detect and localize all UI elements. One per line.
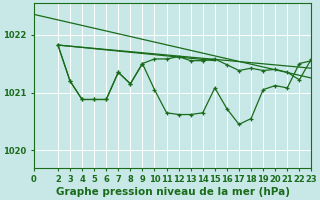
X-axis label: Graphe pression niveau de la mer (hPa): Graphe pression niveau de la mer (hPa)	[56, 187, 290, 197]
